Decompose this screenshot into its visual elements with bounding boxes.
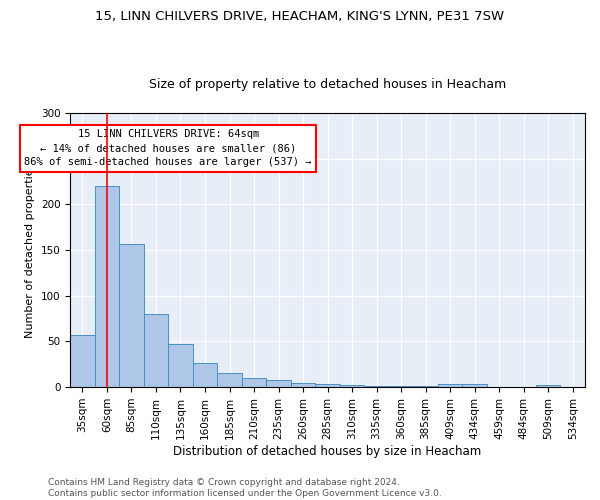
Bar [316, 384, 340, 387]
Bar [536, 386, 560, 387]
Bar [242, 378, 266, 387]
Bar [70, 335, 95, 387]
Bar [119, 244, 144, 387]
Bar [389, 386, 413, 387]
Y-axis label: Number of detached properties: Number of detached properties [25, 162, 35, 338]
Bar [364, 386, 389, 387]
Bar [217, 374, 242, 387]
Bar [168, 344, 193, 387]
Bar [463, 384, 487, 387]
Bar [144, 314, 168, 387]
Bar [193, 364, 217, 387]
Bar [291, 384, 316, 387]
X-axis label: Distribution of detached houses by size in Heacham: Distribution of detached houses by size … [173, 444, 482, 458]
Bar [438, 384, 463, 387]
Bar [340, 386, 364, 387]
Text: 15 LINN CHILVERS DRIVE: 64sqm
← 14% of detached houses are smaller (86)
86% of s: 15 LINN CHILVERS DRIVE: 64sqm ← 14% of d… [25, 130, 312, 168]
Bar [266, 380, 291, 387]
Bar [413, 386, 438, 387]
Title: Size of property relative to detached houses in Heacham: Size of property relative to detached ho… [149, 78, 506, 91]
Bar [95, 186, 119, 387]
Text: Contains HM Land Registry data © Crown copyright and database right 2024.
Contai: Contains HM Land Registry data © Crown c… [48, 478, 442, 498]
Text: 15, LINN CHILVERS DRIVE, HEACHAM, KING'S LYNN, PE31 7SW: 15, LINN CHILVERS DRIVE, HEACHAM, KING'S… [95, 10, 505, 23]
